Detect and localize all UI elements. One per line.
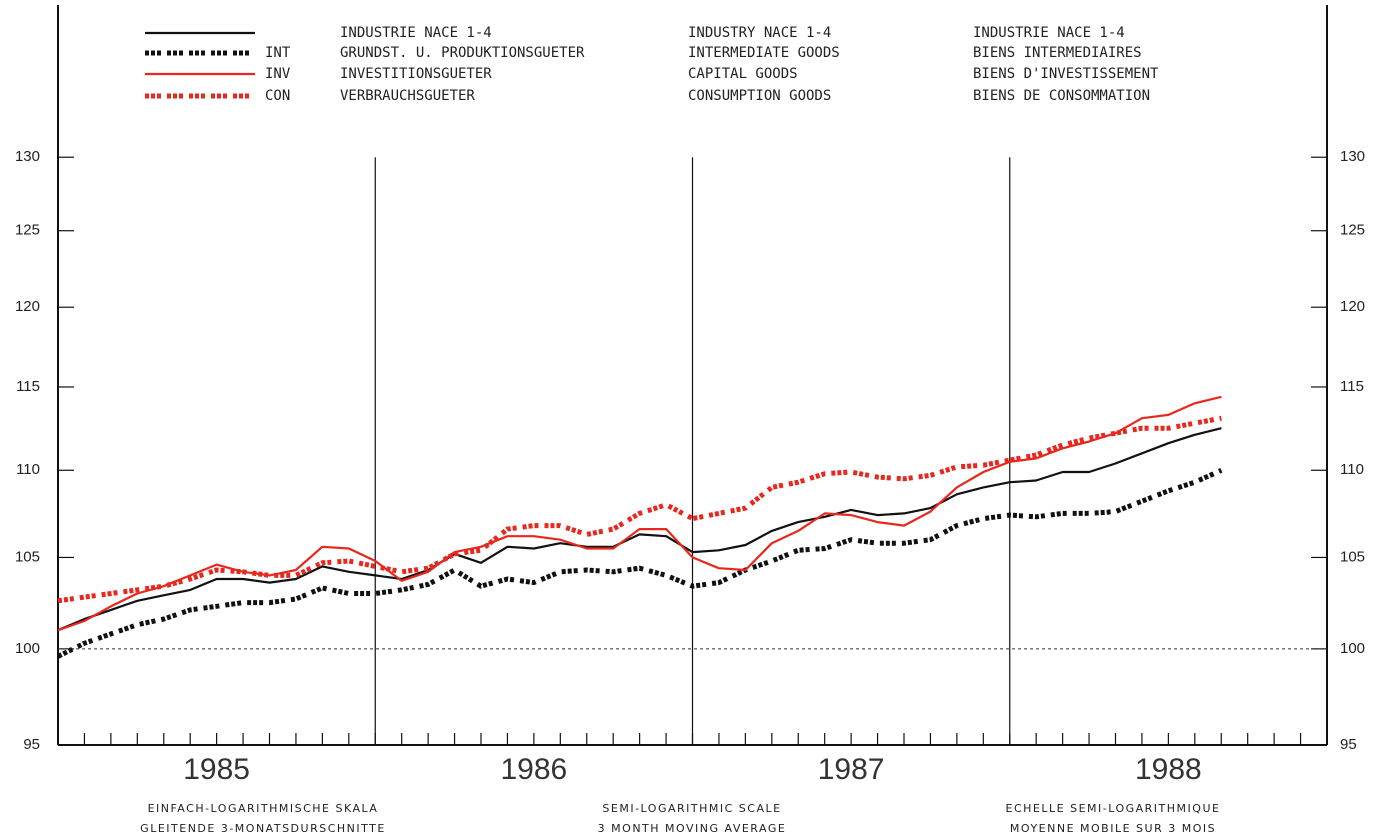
legend-label-fr: INDUSTRIE NACE 1-4 <box>973 25 1125 41</box>
y-tick-label: 110 <box>16 461 40 478</box>
legend-label-en: CAPITAL GOODS <box>688 66 798 82</box>
legend-label-fr: BIENS DE CONSOMMATION <box>973 88 1150 104</box>
y-tick-label: 95 <box>23 736 40 753</box>
y-tick-label: 125 <box>1340 222 1365 239</box>
series-line <box>57 427 1222 632</box>
legend-code: CON <box>265 88 290 104</box>
y-tick-label: 100 <box>1340 640 1365 657</box>
y-tick-label: 100 <box>15 640 40 657</box>
y-tick-label: 110 <box>1340 461 1364 478</box>
legend-label: INDUSTRIE NACE 1-4 <box>340 25 492 41</box>
legend-label: VERBRAUCHSGUETER <box>340 88 475 104</box>
y-tick-label: 115 <box>16 378 40 395</box>
x-tick-label: 1988 <box>1135 753 1202 786</box>
footnote: GLEITENDE 3-MONATSDURSCHNITTE <box>140 822 386 835</box>
series-line <box>56 468 1223 659</box>
footnote: SEMI-LOGARITHMIC SCALE <box>602 802 781 815</box>
y-tick-label: 105 <box>15 548 40 565</box>
legend-label-en: INDUSTRY NACE 1-4 <box>688 25 831 41</box>
footnote: 3 MONTH MOVING AVERAGE <box>598 822 787 835</box>
legend-label-en: CONSUMPTION GOODS <box>688 88 831 104</box>
legend-code: INV <box>265 66 291 82</box>
legend-label: INVESTITIONSGUETER <box>340 66 492 82</box>
y-tick-label: 120 <box>1340 298 1365 315</box>
x-tick-label: 1986 <box>501 753 568 786</box>
y-tick-label: 130 <box>1340 148 1365 165</box>
x-tick-label: 1987 <box>818 753 885 786</box>
y-tick-label: 95 <box>1340 736 1357 753</box>
legend-label-fr: BIENS D'INVESTISSEMENT <box>973 66 1159 82</box>
series-line <box>57 395 1222 632</box>
y-tick-label: 115 <box>1340 378 1364 395</box>
y-tick-label: 125 <box>15 222 40 239</box>
footnote: ECHELLE SEMI-LOGARITHMIQUE <box>1006 802 1221 815</box>
legend-label: GRUNDST. U. PRODUKTIONSGUETER <box>340 45 585 61</box>
y-tick-label: 105 <box>1340 548 1365 565</box>
footnote: MOYENNE MOBILE SUR 3 MOIS <box>1010 822 1216 835</box>
x-tick-label: 1985 <box>183 753 250 786</box>
legend-label-en: INTERMEDIATE GOODS <box>688 45 840 61</box>
legend-code: INT <box>265 45 291 61</box>
y-tick-label: 120 <box>15 298 40 315</box>
y-tick-label: 130 <box>15 148 40 165</box>
series-line <box>57 415 1222 604</box>
footnote: EINFACH-LOGARITHMISCHE SKALA <box>148 802 379 815</box>
legend-label-fr: BIENS INTERMEDIAIRES <box>973 45 1142 61</box>
